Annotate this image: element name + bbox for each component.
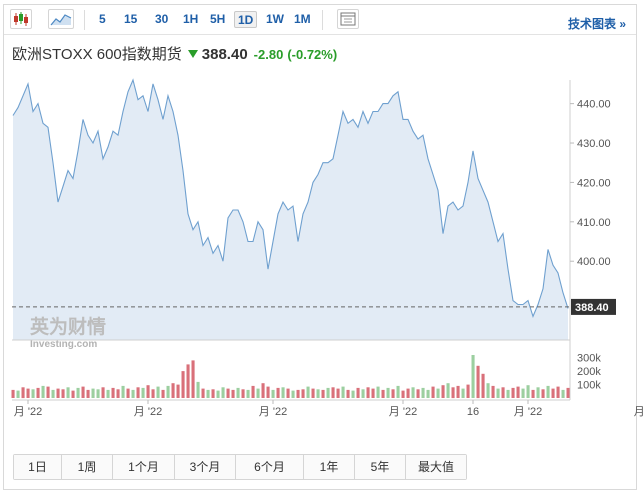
price-change-percent: (-0.72%) <box>287 47 338 62</box>
interval-1h-button[interactable]: 1H <box>183 12 199 26</box>
range-6m-button[interactable]: 6个月 <box>236 455 304 479</box>
widget-frame <box>3 4 637 490</box>
range-1m-button[interactable]: 1个月 <box>113 455 175 479</box>
area-chart-icon[interactable] <box>48 9 74 29</box>
range-selector: 1日 1周 1个月 3个月 6个月 1年 5年 最大值 <box>13 454 467 480</box>
range-1y-button[interactable]: 1年 <box>304 455 355 479</box>
technical-chart-link[interactable]: 技术图表 » <box>567 17 626 31</box>
last-price: 388.40 <box>201 46 248 63</box>
range-5y-button[interactable]: 5年 <box>355 455 406 479</box>
interval-5h-button[interactable]: 5H <box>210 12 226 26</box>
down-arrow-icon <box>187 50 198 59</box>
instrument-title: 欧洲STOXX 600指数期货 <box>12 46 182 63</box>
chart-toolbar: 5 15 30 1H 5H 1D 1W 1M 技术图表 » <box>4 5 636 35</box>
range-max-button[interactable]: 最大值 <box>406 455 466 479</box>
toolbar-divider <box>322 10 323 30</box>
interval-1m-button[interactable]: 1M <box>294 12 311 26</box>
interval-1w-button[interactable]: 1W <box>266 12 284 26</box>
price-change: -2.80 <box>253 47 284 62</box>
range-1w-button[interactable]: 1周 <box>62 455 113 479</box>
range-3m-button[interactable]: 3个月 <box>175 455 236 479</box>
candlestick-chart-icon[interactable] <box>10 9 32 29</box>
settings-panel-icon[interactable] <box>337 9 359 29</box>
interval-15-button[interactable]: 15 <box>124 12 138 26</box>
toolbar-divider <box>84 10 85 30</box>
quote-header: 欧洲STOXX 600指数期货 388.40 -2.80 (-0.72%) <box>12 44 337 66</box>
interval-1d-button[interactable]: 1D <box>234 11 258 28</box>
interval-30-button[interactable]: 30 <box>155 12 169 26</box>
interval-5-button[interactable]: 5 <box>99 12 106 26</box>
range-1d-button[interactable]: 1日 <box>14 455 62 479</box>
